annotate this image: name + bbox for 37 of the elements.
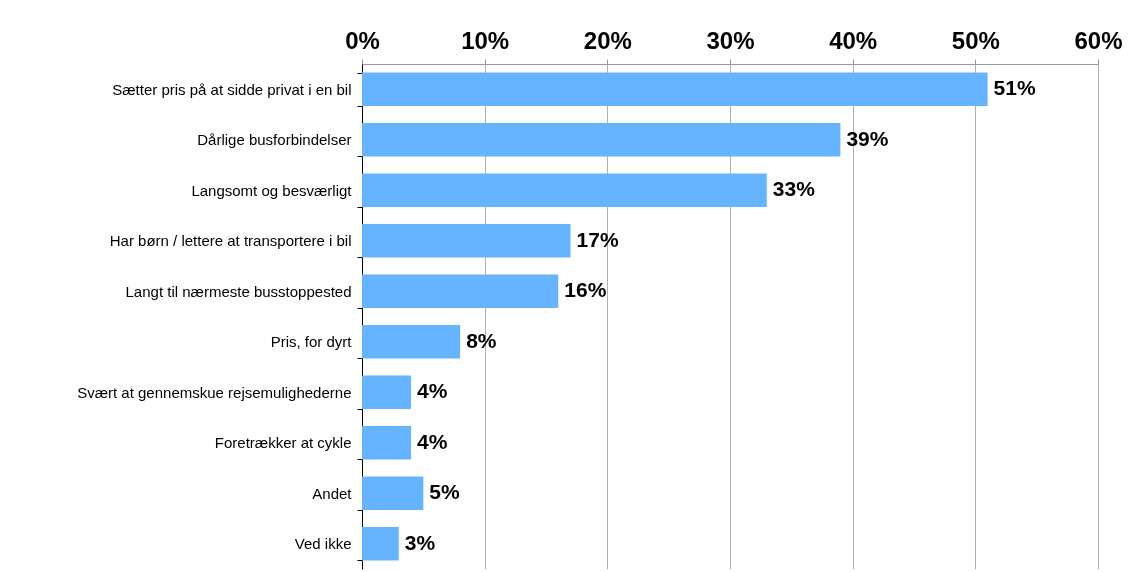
data-label: 17% xyxy=(576,227,619,251)
y-tick-label: Langsomt og besværligt xyxy=(191,181,353,199)
bar xyxy=(362,426,412,460)
x-tick-label: 10% xyxy=(461,26,510,54)
y-tick-label: Dårlige busforbindelser xyxy=(197,131,352,149)
bar xyxy=(362,375,412,409)
data-label: 39% xyxy=(846,126,889,150)
data-label: 51% xyxy=(993,76,1036,100)
y-tick-label: Andet xyxy=(312,484,353,502)
bar xyxy=(362,527,399,561)
data-label: 16% xyxy=(564,278,607,302)
y-tick-label: Sætter pris på at sidde privat i en bil xyxy=(112,80,352,98)
x-tick-label: 50% xyxy=(951,26,1000,54)
x-tick-label: 60% xyxy=(1074,26,1123,54)
data-label: 4% xyxy=(417,429,448,453)
bar xyxy=(362,476,424,510)
data-label: 5% xyxy=(429,480,461,504)
y-tick-label: Pris, for dyrt xyxy=(270,333,353,351)
bar xyxy=(362,123,841,157)
x-tick-label: 30% xyxy=(706,26,755,54)
y-tick-label: Svært at gennemskue rejsemulighederne xyxy=(77,383,352,401)
y-tick-label: Har børn / lettere at transportere i bil xyxy=(109,232,352,250)
x-tick-label: 0% xyxy=(345,26,380,54)
bar xyxy=(362,173,767,207)
x-tick-label: 20% xyxy=(583,26,632,54)
bar xyxy=(362,224,571,258)
y-tick-label: Foretrækker at cykle xyxy=(214,434,352,452)
data-label: 3% xyxy=(404,530,436,554)
bar xyxy=(362,72,988,106)
y-tick-label: Ved ikke xyxy=(294,535,352,553)
data-label: 33% xyxy=(772,177,816,201)
bar xyxy=(362,325,461,359)
data-label: 8% xyxy=(466,328,497,352)
data-label: 4% xyxy=(417,379,448,403)
bar xyxy=(362,274,559,308)
x-tick-label: 40% xyxy=(829,26,878,54)
y-tick-label: Langt til nærmeste busstoppested xyxy=(125,282,352,300)
